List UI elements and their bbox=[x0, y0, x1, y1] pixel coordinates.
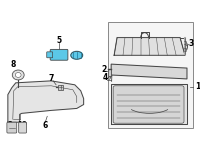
FancyBboxPatch shape bbox=[108, 69, 111, 76]
Ellipse shape bbox=[15, 72, 21, 77]
Polygon shape bbox=[8, 81, 84, 122]
Text: 10: 10 bbox=[17, 121, 27, 127]
Text: 9: 9 bbox=[7, 121, 12, 127]
FancyBboxPatch shape bbox=[7, 122, 17, 133]
Text: 3: 3 bbox=[188, 39, 194, 48]
Text: 6: 6 bbox=[43, 121, 48, 130]
Text: 7: 7 bbox=[48, 74, 54, 83]
Polygon shape bbox=[111, 84, 187, 124]
FancyBboxPatch shape bbox=[113, 86, 184, 123]
Text: 1: 1 bbox=[195, 82, 200, 91]
Ellipse shape bbox=[12, 70, 24, 80]
Text: 2: 2 bbox=[102, 65, 107, 74]
Text: 4: 4 bbox=[103, 74, 108, 82]
FancyBboxPatch shape bbox=[58, 85, 63, 90]
FancyBboxPatch shape bbox=[19, 122, 27, 133]
Ellipse shape bbox=[71, 51, 83, 59]
Polygon shape bbox=[111, 64, 187, 79]
Text: 5: 5 bbox=[56, 36, 62, 45]
Polygon shape bbox=[114, 38, 185, 55]
FancyBboxPatch shape bbox=[47, 52, 53, 58]
Text: 8: 8 bbox=[10, 60, 15, 69]
FancyBboxPatch shape bbox=[50, 49, 68, 60]
Bar bbox=[108, 22, 193, 128]
